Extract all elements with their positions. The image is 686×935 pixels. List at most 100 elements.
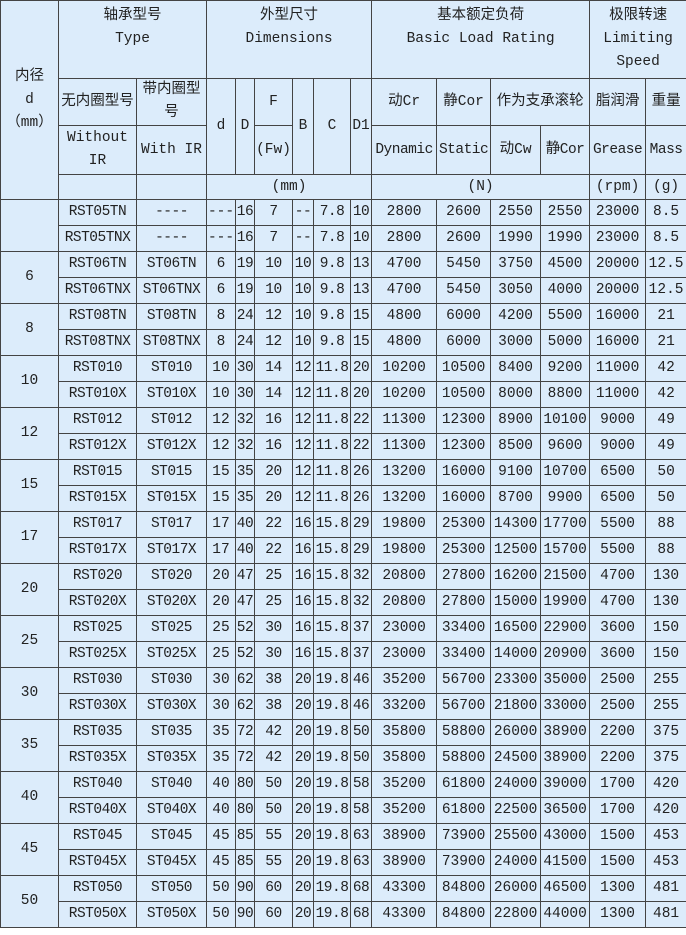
cell-grease-speed: 1500 — [589, 849, 647, 876]
cell-without-ir: RST040 — [58, 771, 137, 798]
cell-d: 12 — [206, 433, 236, 460]
cell-d: 25 — [206, 641, 236, 668]
bore-cell: 45 — [0, 823, 59, 876]
cell-F: 22 — [254, 511, 293, 538]
cell-F: 10 — [254, 251, 293, 278]
cell-without-ir: RST015X — [58, 485, 137, 512]
cell-D: 80 — [235, 797, 255, 824]
cell-F: 14 — [254, 355, 293, 382]
cell-F: 16 — [254, 433, 293, 460]
cell-with-ir: ST050X — [136, 901, 207, 928]
cell-static-cor: 5450 — [436, 251, 492, 278]
cell-without-ir: RST05TNX — [58, 225, 137, 252]
cell-D1: 15 — [349, 303, 373, 330]
table-row: 35 RST035 ST035 35 72 42 20 19.8 50 35800 58800 260… — [0, 719, 686, 772]
cell-grease-speed: 11000 — [589, 381, 647, 408]
cell-D1: 37 — [349, 615, 373, 642]
table-row: RST020X ST020X 20 47 25 16 15.8 32 20800 27800 150… — [1, 589, 686, 616]
cell-B: 12 — [292, 485, 314, 512]
header-speed: 极限转速 Limiting Speed — [589, 0, 686, 79]
cell-mass: 130 — [645, 589, 686, 616]
cell-d: 10 — [206, 381, 236, 408]
cell-F: 25 — [254, 563, 293, 590]
cell-C: 15.8 — [313, 615, 351, 642]
cell-B: 20 — [292, 875, 314, 902]
cell-grease-speed: 1300 — [589, 901, 647, 928]
table-row: 50 RST050 ST050 50 90 60 20 19.8 68 43300 84800 260… — [0, 875, 686, 928]
cell-d: 20 — [206, 563, 236, 590]
cell-static-cor: 84800 — [436, 875, 492, 902]
table-row: RST012X ST012X 12 32 16 12 11.8 22 11300 12300 850… — [1, 433, 686, 460]
cell-without-ir: RST020X — [58, 589, 137, 616]
cell-without-ir: RST030X — [58, 693, 137, 720]
cell-grease-speed: 23000 — [589, 225, 647, 252]
header-cw: 动Cw — [490, 125, 542, 175]
cell-roller-cor: 43000 — [540, 823, 591, 850]
cell-D1: 46 — [349, 667, 373, 694]
cell-D1: 29 — [349, 511, 373, 538]
cell-mass: 12.5 — [645, 251, 686, 278]
header-D: D — [235, 78, 255, 175]
cell-grease-speed: 2500 — [589, 693, 647, 720]
cell-mass: 50 — [645, 485, 686, 512]
table-row: 10 RST010 ST010 10 30 14 12 11.8 20 10200 10500 840… — [0, 355, 686, 408]
cell-mass: 21 — [645, 329, 686, 356]
cell-D1: 22 — [349, 433, 373, 460]
cell-d: 8 — [206, 303, 236, 330]
cell-D1: 32 — [349, 589, 373, 616]
cell-mass: 375 — [645, 745, 686, 772]
cell-without-ir: RST045 — [58, 823, 137, 850]
cell-C: 15.8 — [313, 563, 351, 590]
cell-static-cor: 12300 — [436, 407, 492, 434]
cell-mass: 50 — [645, 459, 686, 486]
header-mass-en: Mass — [645, 125, 686, 175]
table-row: RST017X ST017X 17 40 22 16 15.8 29 19800 25300 125… — [1, 537, 686, 564]
bore-cell: 20 — [0, 563, 59, 616]
cell-without-ir: RST012 — [58, 407, 137, 434]
bore-cell: 35 — [0, 719, 59, 772]
cell-D1: 26 — [349, 485, 373, 512]
cell-roller-cor: 41500 — [540, 849, 591, 876]
table-row: RST050X ST050X 50 90 60 20 19.8 68 43300 84800 228… — [1, 901, 686, 928]
cell-roller-cor: 35000 — [540, 667, 591, 694]
cell-dynamic-cr: 11300 — [371, 407, 438, 434]
cell-roller-cw: 14000 — [490, 641, 542, 668]
table-row: RST010X ST010X 10 30 14 12 11.8 20 10200 10500 800… — [1, 381, 686, 408]
cell-without-ir: RST050 — [58, 875, 137, 902]
cell-C: 19.8 — [313, 901, 351, 928]
cell-D1: 68 — [349, 901, 373, 928]
cell-with-ir: ST045X — [136, 849, 207, 876]
header-type-en: Type — [115, 31, 150, 47]
cell-D: 62 — [235, 667, 255, 694]
cell-F: 30 — [254, 641, 293, 668]
cell-D1: 13 — [349, 277, 373, 304]
cell-B: 16 — [292, 511, 314, 538]
cell-mass: 420 — [645, 797, 686, 824]
cell-F: 10 — [254, 277, 293, 304]
cell-static-cor: 2600 — [436, 225, 492, 252]
cell-B: 10 — [292, 303, 314, 330]
header-type: 轴承型号 Type — [58, 0, 207, 79]
cell-dynamic-cr: 13200 — [371, 485, 438, 512]
cell-roller-cor: 19900 — [540, 589, 591, 616]
cell-D: 72 — [235, 745, 255, 772]
cell-d: 15 — [206, 459, 236, 486]
header-with-ir-zh: 带内圈型号 — [136, 78, 207, 126]
cell-with-ir: ST012X — [136, 433, 207, 460]
cell-d: 10 — [206, 355, 236, 382]
cell-dynamic-cr: 38900 — [371, 823, 438, 850]
header-dimensions: 外型尺寸 Dimensions — [205, 0, 373, 79]
cell-roller-cw: 8500 — [490, 433, 542, 460]
cell-roller-cw: 15000 — [490, 589, 542, 616]
table-row: RST05TNX ---- --- 16 7 -- 7.8 10 2800 2600 1990 199… — [1, 225, 686, 252]
cell-F: 30 — [254, 615, 293, 642]
cell-B: -- — [292, 199, 314, 226]
cell-D1: 32 — [349, 563, 373, 590]
cell-roller-cw: 9100 — [490, 459, 542, 486]
cell-C: 15.8 — [313, 511, 351, 538]
cell-C: 19.8 — [313, 693, 351, 720]
cell-F: 7 — [254, 199, 293, 226]
cell-roller-cor: 38900 — [540, 719, 591, 746]
table-row: 40 RST040 ST040 40 80 50 20 19.8 58 35200 61800 240… — [0, 771, 686, 824]
